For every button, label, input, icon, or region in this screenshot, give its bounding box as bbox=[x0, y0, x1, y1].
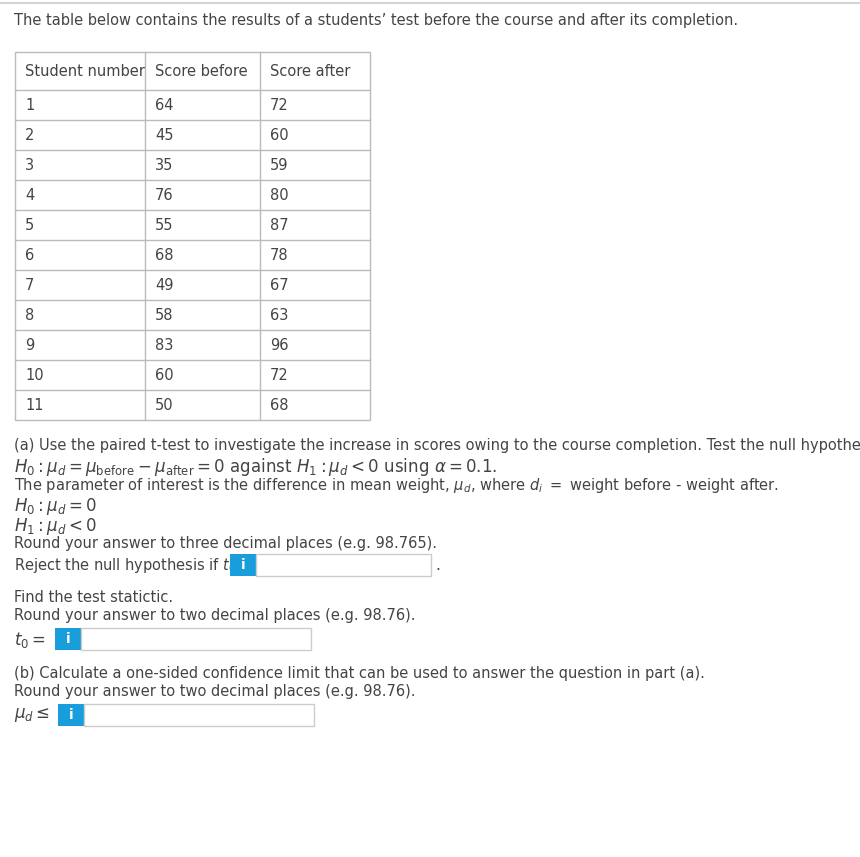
Text: 87: 87 bbox=[270, 218, 289, 232]
Text: (a) Use the paired t-test to investigate the increase in scores owing to the cou: (a) Use the paired t-test to investigate… bbox=[14, 438, 860, 453]
Text: 83: 83 bbox=[155, 338, 174, 352]
Bar bbox=[81, 628, 311, 650]
Bar bbox=[58, 704, 84, 726]
Text: 63: 63 bbox=[270, 308, 288, 322]
Text: 72: 72 bbox=[270, 98, 289, 112]
Text: .: . bbox=[435, 558, 439, 572]
Text: 76: 76 bbox=[155, 188, 174, 202]
Text: i: i bbox=[241, 558, 245, 572]
Text: Score after: Score after bbox=[270, 63, 350, 79]
Text: 58: 58 bbox=[155, 308, 174, 322]
Text: (b) Calculate a one-sided confidence limit that can be used to answer the questi: (b) Calculate a one-sided confidence lim… bbox=[14, 666, 705, 681]
Text: Round your answer to two decimal places (e.g. 98.76).: Round your answer to two decimal places … bbox=[14, 608, 415, 623]
Text: 11: 11 bbox=[25, 398, 44, 412]
Text: 60: 60 bbox=[155, 368, 174, 382]
Text: 49: 49 bbox=[155, 278, 174, 292]
Text: 60: 60 bbox=[270, 128, 289, 142]
Text: $H_0 : \mu_d = 0$: $H_0 : \mu_d = 0$ bbox=[14, 496, 97, 517]
Text: 45: 45 bbox=[155, 128, 174, 142]
Text: 1: 1 bbox=[25, 98, 34, 112]
Text: 7: 7 bbox=[25, 278, 34, 292]
Text: 96: 96 bbox=[270, 338, 288, 352]
Text: The parameter of interest is the difference in mean weight, $\mu_d$, where $d_i\: The parameter of interest is the differe… bbox=[14, 476, 779, 495]
Text: $H_1 : \mu_d < 0$: $H_1 : \mu_d < 0$ bbox=[14, 516, 97, 537]
Text: 59: 59 bbox=[270, 158, 288, 172]
Text: 6: 6 bbox=[25, 248, 34, 262]
Text: 35: 35 bbox=[155, 158, 174, 172]
Text: 72: 72 bbox=[270, 368, 289, 382]
Text: 2: 2 bbox=[25, 128, 34, 142]
Text: 78: 78 bbox=[270, 248, 289, 262]
Text: Round your answer to three decimal places (e.g. 98.765).: Round your answer to three decimal place… bbox=[14, 536, 437, 551]
Text: Score before: Score before bbox=[155, 63, 248, 79]
Text: 68: 68 bbox=[270, 398, 288, 412]
Text: 5: 5 bbox=[25, 218, 34, 232]
Text: 80: 80 bbox=[270, 188, 289, 202]
Text: 8: 8 bbox=[25, 308, 34, 322]
Text: Find the test statictic.: Find the test statictic. bbox=[14, 590, 173, 605]
Text: Student number: Student number bbox=[25, 63, 144, 79]
Bar bbox=[15, 52, 370, 420]
Text: 67: 67 bbox=[270, 278, 289, 292]
Text: 64: 64 bbox=[155, 98, 174, 112]
Text: Reject the null hypothesis if $t_0 < $: Reject the null hypothesis if $t_0 < $ bbox=[14, 556, 251, 575]
Bar bbox=[230, 554, 256, 576]
Text: 4: 4 bbox=[25, 188, 34, 202]
Text: 50: 50 bbox=[155, 398, 174, 412]
Text: Round your answer to two decimal places (e.g. 98.76).: Round your answer to two decimal places … bbox=[14, 684, 415, 699]
Text: $t_0 = $: $t_0 = $ bbox=[14, 630, 46, 650]
Text: The table below contains the results of a students’ test before the course and a: The table below contains the results of … bbox=[14, 13, 738, 28]
Bar bbox=[84, 704, 314, 726]
Text: $H_0 : \mu_d = \mu_{\mathrm{before}} - \mu_{\mathrm{after}} = 0\ \mathrm{against: $H_0 : \mu_d = \mu_{\mathrm{before}} - \… bbox=[14, 456, 497, 478]
Text: 68: 68 bbox=[155, 248, 174, 262]
Text: 9: 9 bbox=[25, 338, 34, 352]
Bar bbox=[55, 628, 81, 650]
Text: 3: 3 bbox=[25, 158, 34, 172]
Text: 55: 55 bbox=[155, 218, 174, 232]
Text: 10: 10 bbox=[25, 368, 44, 382]
Bar bbox=[256, 554, 431, 576]
Text: $\mu_d \leq $: $\mu_d \leq $ bbox=[14, 706, 50, 724]
Text: i: i bbox=[69, 708, 73, 722]
Text: i: i bbox=[65, 632, 71, 646]
